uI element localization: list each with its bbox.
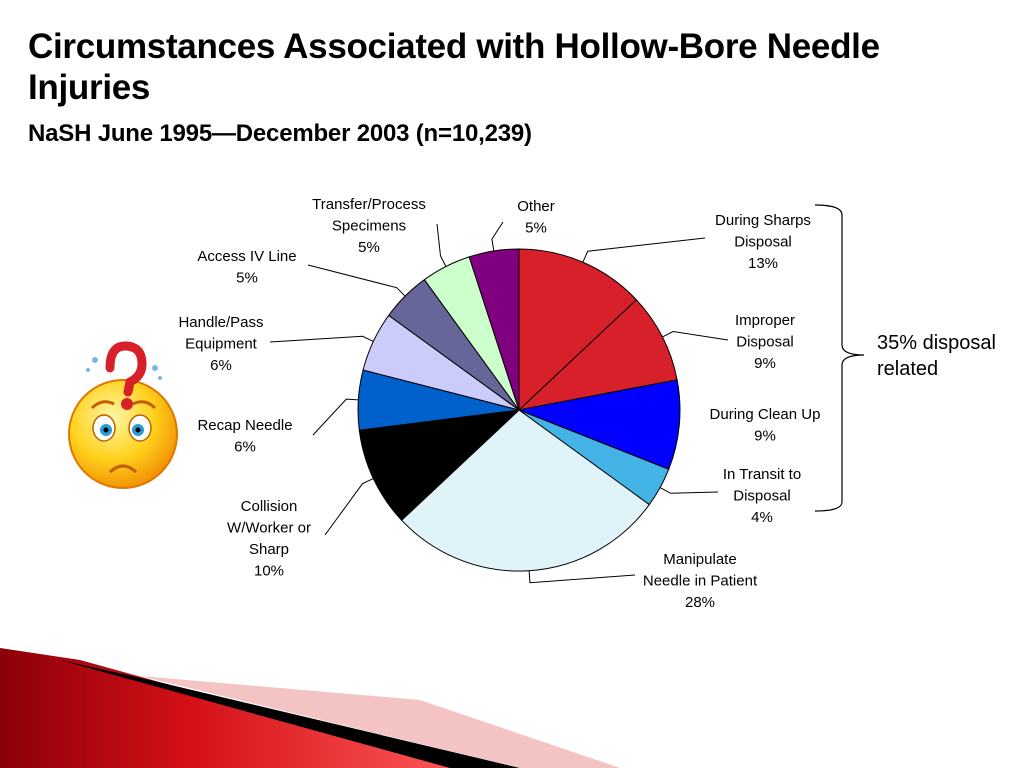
slice-name-line: Equipment	[185, 336, 258, 353]
leader-line-6	[312, 398, 359, 436]
slice-name-line: Other	[517, 198, 555, 215]
slice-name-line: Sharp	[249, 541, 289, 558]
slice-name-line: W/Worker or	[227, 520, 311, 537]
slice-label-0: During Sharps Disposal 13%	[715, 212, 811, 272]
slice-label-8: Access IV Line 5%	[197, 248, 296, 287]
pie-slice-10	[468, 248, 520, 411]
slice-value-label: 6%	[210, 357, 232, 374]
slice-name-line: Specimens	[332, 218, 406, 235]
slice-value-label: 6%	[234, 439, 256, 456]
slice-name-line: During Clean Up	[710, 406, 821, 423]
leader-line-3	[659, 487, 719, 494]
slice-name-line: Access IV Line	[197, 248, 296, 265]
leader-line-7	[269, 335, 374, 343]
leader-line-9	[436, 223, 447, 267]
slice-name-line: Improper	[735, 312, 795, 329]
worried-face-question-icon	[68, 341, 178, 489]
slice-value-label: 10%	[254, 563, 284, 580]
leader-line-1	[662, 330, 729, 341]
slide-title: Circumstances Associated with Hollow-Bor…	[28, 27, 880, 107]
disposal-bracket	[814, 204, 865, 512]
disposal-note-line2: related	[877, 358, 939, 380]
disposal-note: 35% disposal related	[877, 330, 996, 382]
slice-value-label: 13%	[748, 255, 778, 272]
slice-value-label: 5%	[236, 270, 258, 287]
slice-value-label: 5%	[358, 239, 380, 256]
slice-label-2: During Clean Up 9%	[710, 406, 821, 445]
leader-line-10	[491, 221, 504, 252]
leader-line-0	[582, 237, 706, 263]
slice-label-3: In Transit to Disposal 4%	[723, 466, 801, 526]
pie-slices	[357, 248, 681, 572]
slice-label-10: Other 5%	[517, 198, 555, 237]
slice-name-line: Disposal	[736, 334, 794, 351]
leader-line-8	[307, 264, 406, 297]
slice-labels: During Sharps Disposal 13% Improper Disposal…	[178, 196, 820, 611]
slice-name-line: Recap Needle	[197, 417, 292, 434]
slice-name-line: Needle in Patient	[643, 573, 758, 590]
slice-value-label: 28%	[685, 594, 715, 611]
slice-label-4: Manipulate Needle in Patient 28%	[643, 551, 758, 611]
slice-value-label: 5%	[525, 220, 547, 237]
slice-name-line: Disposal	[733, 488, 791, 505]
decorative-swoosh	[0, 648, 620, 768]
disposal-note-line1: 35% disposal	[877, 332, 996, 354]
leader-line-5	[324, 478, 374, 536]
slide-subtitle: NaSH June 1995—December 2003 (n=10,239)	[28, 120, 532, 147]
leader-line-4	[528, 570, 636, 584]
slice-name-line: Handle/Pass	[178, 314, 263, 331]
slice-value-label: 4%	[751, 509, 773, 526]
slice-value-label: 9%	[754, 355, 776, 372]
pie-slice-5	[358, 409, 521, 521]
slice-label-1: Improper Disposal 9%	[735, 312, 795, 372]
pie-slice-1	[517, 299, 678, 411]
pie-slice-2	[517, 379, 681, 470]
slice-label-6: Recap Needle 6%	[197, 417, 292, 456]
slice-name-line: Transfer/Process	[312, 196, 426, 213]
slice-name-line: In Transit to	[723, 466, 801, 483]
slice-value-label: 9%	[754, 428, 776, 445]
slice-label-7: Handle/Pass Equipment 6%	[178, 314, 263, 374]
pie-slice-0	[518, 248, 638, 412]
slice-label-9: Transfer/Process Specimens 5%	[312, 196, 426, 256]
slice-name-line: Manipulate	[663, 551, 736, 568]
slice-name-line: Collision	[241, 498, 298, 515]
leader-lines	[269, 221, 729, 584]
slice-name-line: During Sharps	[715, 212, 811, 229]
pie-slice-4	[400, 409, 650, 572]
slice-name-line: Disposal	[734, 234, 792, 251]
slice-label-5: Collision W/Worker or Sharp 10%	[227, 498, 311, 580]
